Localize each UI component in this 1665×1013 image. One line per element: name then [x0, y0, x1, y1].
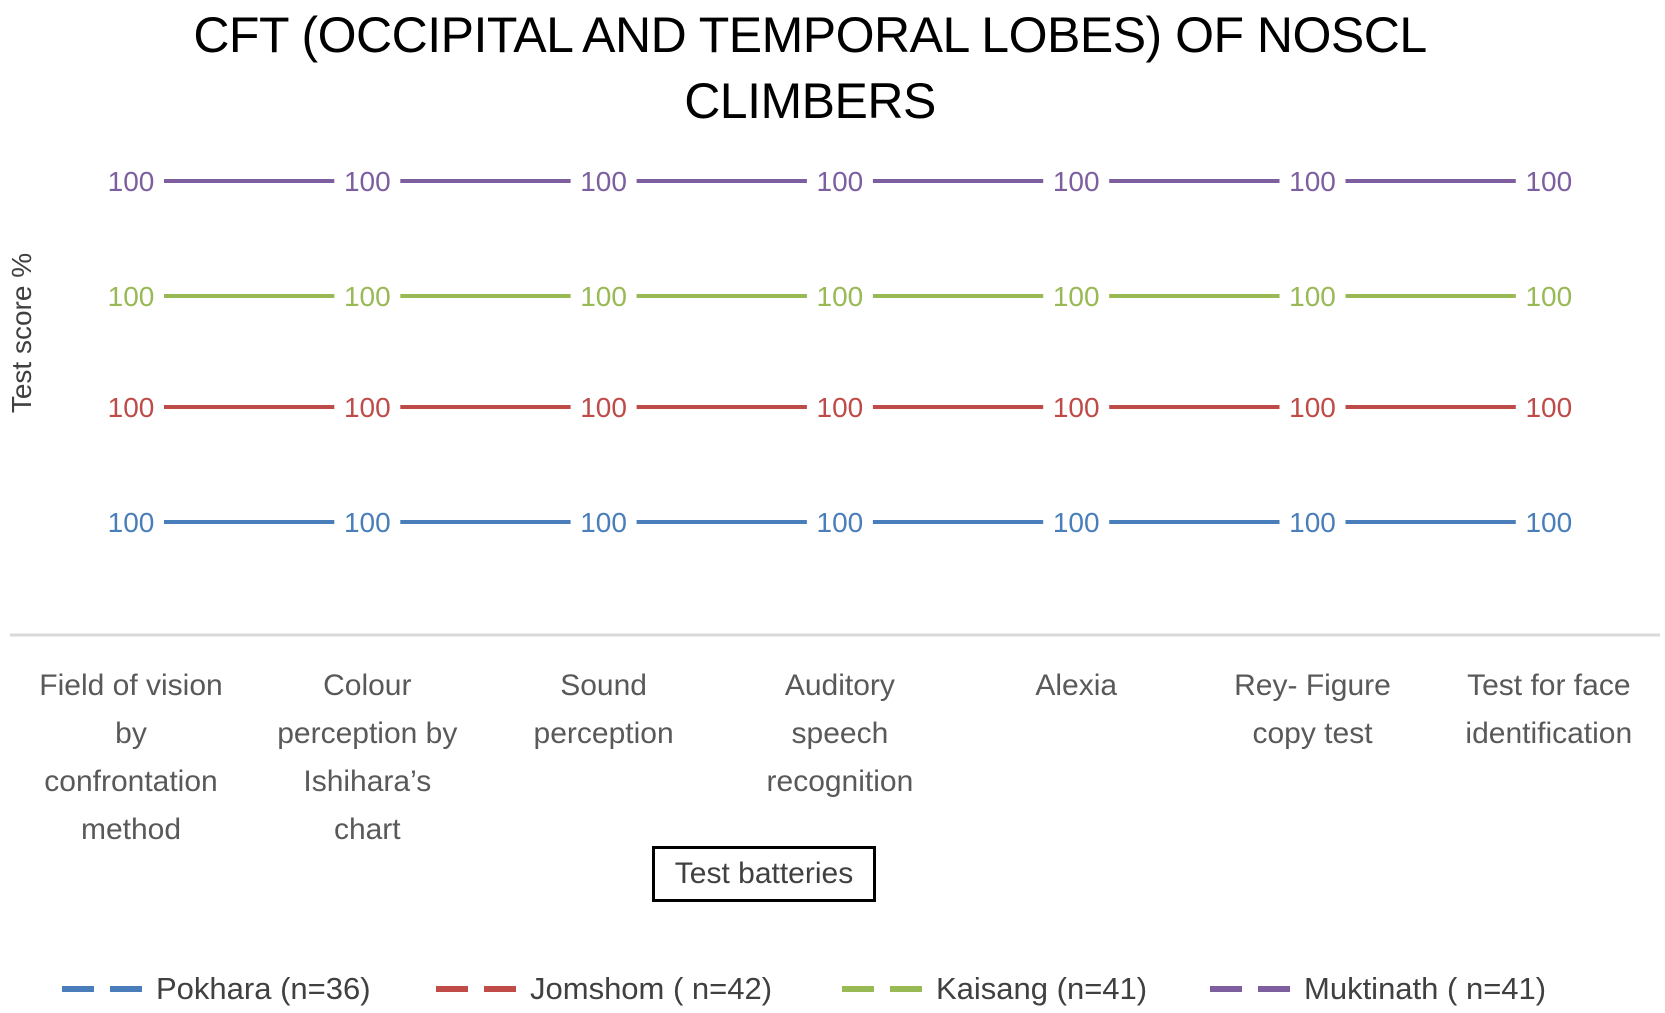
data-label: 100	[1289, 392, 1336, 423]
x-tick-label-line: Colour	[323, 669, 411, 702]
x-tick-label-line: Alexia	[1035, 669, 1117, 702]
legend-item: Jomshom ( n=42)	[436, 965, 772, 1013]
data-label: 100	[1525, 507, 1572, 538]
legend-label: Muktinath ( n=41)	[1304, 971, 1547, 1006]
legend-label: Pokhara (n=36)	[156, 971, 371, 1006]
x-tick-label-line: Auditory	[785, 669, 895, 702]
data-label: 100	[1053, 166, 1100, 197]
data-label: 100	[108, 281, 155, 312]
legend-label: Jomshom ( n=42)	[530, 971, 773, 1006]
x-axis-title: Test batteries	[652, 846, 876, 902]
data-label: 100	[344, 166, 391, 197]
legend-swatch	[842, 986, 930, 992]
data-label: 100	[817, 507, 864, 538]
series-1: 100 100 100 100 100 100 100	[108, 507, 1573, 538]
chart-title-line-2: CLIMBERS	[684, 73, 936, 129]
legend-swatch	[1210, 986, 1298, 992]
legend-label: Kaisang (n=41)	[936, 971, 1148, 1006]
data-label: 100	[580, 166, 627, 197]
legend-swatch	[436, 986, 524, 992]
data-label: 100	[817, 166, 864, 197]
chart-title-line-1: CFT (OCCIPITAL AND TEMPORAL LOBES) OF NO…	[193, 7, 1427, 63]
data-label: 100	[108, 507, 155, 538]
legend-item: Kaisang (n=41)	[842, 965, 1147, 1013]
series-4: 100 100 100 100 100 100 100	[108, 166, 1573, 197]
data-label: 100	[1525, 392, 1572, 423]
data-label: 100	[1053, 507, 1100, 538]
x-tick-label: Test for face identification	[1465, 669, 1632, 750]
series-2: 100 100 100 100 100 100 100	[108, 392, 1573, 423]
x-tick-label: Sound perception	[534, 669, 674, 750]
data-label: 100	[580, 392, 627, 423]
x-tick-label: Alexia	[1035, 669, 1117, 702]
x-tick-label-line: identification	[1465, 717, 1632, 750]
data-label: 100	[1525, 281, 1572, 312]
x-tick-label-line: Rey- Figure	[1234, 669, 1391, 702]
data-label: 100	[344, 281, 391, 312]
x-tick-label-line: Sound	[560, 669, 647, 702]
x-tick-label: Rey- Figure copy test	[1234, 669, 1391, 750]
x-tick-label-line: copy test	[1252, 717, 1373, 750]
data-label: 100	[1289, 281, 1336, 312]
series-3: 100 100 100 100 100 100 100	[108, 281, 1573, 312]
x-tick-label: Auditory speech recognition	[767, 669, 914, 798]
data-label: 100	[580, 507, 627, 538]
data-label: 100	[1289, 166, 1336, 197]
x-tick-label: Field of vision by confrontation method	[39, 669, 222, 846]
data-label: 100	[1525, 166, 1572, 197]
x-tick-label-line: perception by	[277, 717, 457, 750]
x-tick-label-line: chart	[334, 813, 401, 846]
legend-item: Pokhara (n=36)	[62, 965, 371, 1013]
data-label: 100	[344, 392, 391, 423]
data-label: 100	[1053, 392, 1100, 423]
legend-swatch	[62, 986, 150, 992]
x-tick-label-line: speech	[792, 717, 889, 750]
x-tick-label-line: perception	[534, 717, 674, 750]
x-tick-label-line: recognition	[767, 765, 914, 798]
data-label: 100	[1289, 507, 1336, 538]
data-label: 100	[817, 281, 864, 312]
legend-item: Muktinath ( n=41)	[1210, 965, 1546, 1013]
legend: Pokhara (n=36) Jomshom ( n=42) Kaisang (n=…	[0, 965, 1665, 1013]
data-label: 100	[108, 166, 155, 197]
data-label: 100	[1053, 281, 1100, 312]
x-tick-label-line: method	[81, 813, 181, 846]
x-tick-label-line: by	[115, 717, 147, 750]
x-tick-label-line: Test for face	[1467, 669, 1630, 702]
data-label: 100	[817, 392, 864, 423]
data-label: 100	[580, 281, 627, 312]
x-tick-label: Colour perception by Ishihara’s chart	[277, 669, 457, 846]
data-label: 100	[344, 507, 391, 538]
x-tick-label-line: confrontation	[44, 765, 217, 798]
x-tick-label-line: Field of vision	[39, 669, 222, 702]
chart-title: CFT (OCCIPITAL AND TEMPORAL LOBES) OF NO…	[120, 2, 1500, 134]
x-tick-label-line: Ishihara’s	[303, 765, 431, 798]
data-label: 100	[108, 392, 155, 423]
